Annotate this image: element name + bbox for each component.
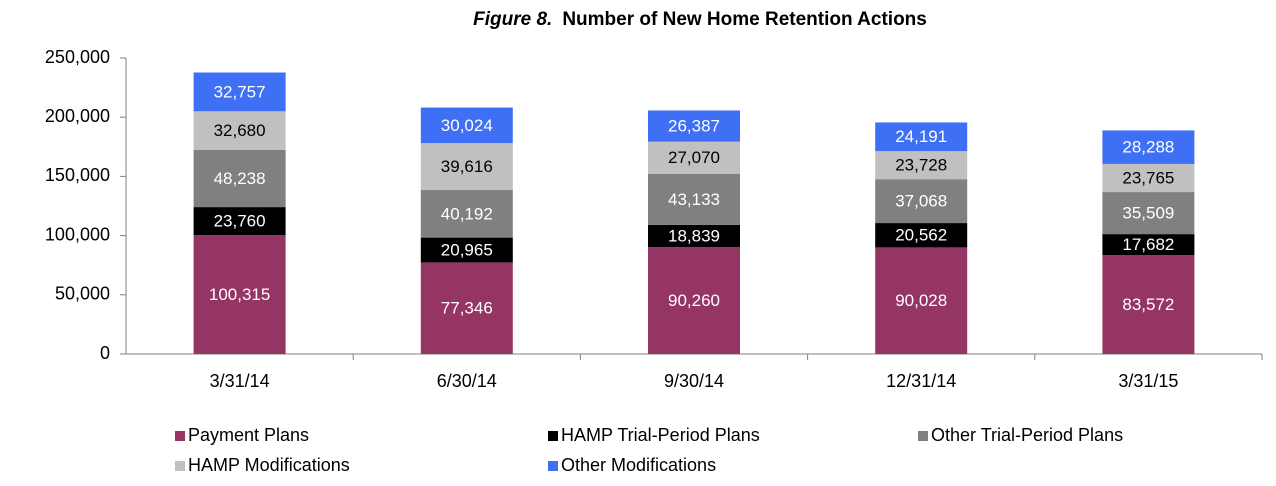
legend-label: HAMP Trial-Period Plans xyxy=(561,425,760,445)
data-label: 23,765 xyxy=(1122,168,1174,187)
data-label: 23,728 xyxy=(895,156,947,175)
bar-segment xyxy=(875,247,968,354)
data-label: 27,070 xyxy=(668,148,720,167)
data-label: 26,387 xyxy=(668,117,720,136)
data-label: 100,315 xyxy=(209,285,270,304)
x-tick-label: 12/31/14 xyxy=(886,371,956,391)
legend-swatch xyxy=(548,461,558,471)
bar-segment xyxy=(1102,130,1195,164)
legend-label: Payment Plans xyxy=(188,425,309,445)
data-label: 24,191 xyxy=(895,127,947,146)
bar-segment xyxy=(420,190,513,238)
x-tick-label: 3/31/14 xyxy=(210,371,270,391)
data-label: 28,288 xyxy=(1122,138,1174,157)
y-tick-label: 50,000 xyxy=(55,284,110,304)
bar-segment xyxy=(193,111,286,150)
y-tick-label: 200,000 xyxy=(45,106,110,126)
legend-label: Other Modifications xyxy=(561,455,716,475)
data-label: 39,616 xyxy=(441,157,493,176)
chart-title-group: Figure 8. Number of New Home Retention Ac… xyxy=(473,9,927,30)
bar-segment xyxy=(875,122,968,152)
bar-segment xyxy=(648,173,740,225)
legend-swatch xyxy=(175,461,185,471)
bar-segment xyxy=(875,223,968,248)
bar-segment xyxy=(1102,163,1195,193)
data-label: 32,757 xyxy=(214,82,266,101)
legend-swatch xyxy=(175,431,185,441)
data-label: 90,028 xyxy=(895,291,947,310)
bar-segment xyxy=(648,141,740,174)
bar-segment xyxy=(1102,255,1195,354)
data-label: 90,260 xyxy=(668,291,720,310)
bar-segment xyxy=(1102,234,1195,256)
bar-segment xyxy=(648,224,740,248)
bar-segment xyxy=(875,179,968,224)
data-label: 20,562 xyxy=(895,226,947,245)
bar-segment xyxy=(193,207,286,236)
data-label: 40,192 xyxy=(441,204,493,223)
x-tick-label: 3/31/15 xyxy=(1118,371,1178,391)
data-label: 35,509 xyxy=(1122,204,1174,223)
data-label: 37,068 xyxy=(895,192,947,211)
figure-label: Figure 8. xyxy=(473,9,552,30)
bar-segment xyxy=(420,107,513,144)
y-tick-label: 100,000 xyxy=(45,224,110,244)
legend-label: Other Trial-Period Plans xyxy=(931,425,1123,445)
data-label: 23,760 xyxy=(214,212,266,231)
y-tick-label: 250,000 xyxy=(45,47,110,67)
bar-segment xyxy=(1102,192,1195,235)
bar-segment xyxy=(193,149,286,208)
data-label: 17,682 xyxy=(1122,235,1174,254)
legend-label: HAMP Modifications xyxy=(188,455,350,475)
data-label: 77,346 xyxy=(441,299,493,318)
data-label: 43,133 xyxy=(668,190,720,209)
bar-segment xyxy=(420,143,513,191)
bar-segment xyxy=(193,72,286,112)
x-tick-label: 9/30/14 xyxy=(664,371,724,391)
bar-segment xyxy=(420,262,513,354)
bar-segment xyxy=(648,247,740,354)
bar-segment xyxy=(875,151,968,180)
legend-swatch xyxy=(918,431,928,441)
bar-segment xyxy=(648,110,740,142)
chart-title: Number of New Home Retention Actions xyxy=(562,9,927,30)
data-label: 20,965 xyxy=(441,240,493,259)
bar-segment xyxy=(420,237,513,263)
y-tick-label: 150,000 xyxy=(45,165,110,185)
y-tick-label: 0 xyxy=(100,343,110,363)
data-label: 30,024 xyxy=(441,116,493,135)
data-label: 48,238 xyxy=(214,169,266,188)
x-tick-label: 6/30/14 xyxy=(437,371,497,391)
bar-segment xyxy=(193,235,286,354)
data-label: 32,680 xyxy=(214,121,266,140)
data-label: 18,839 xyxy=(668,226,720,245)
data-label: 83,572 xyxy=(1122,295,1174,314)
legend-swatch xyxy=(548,431,558,441)
